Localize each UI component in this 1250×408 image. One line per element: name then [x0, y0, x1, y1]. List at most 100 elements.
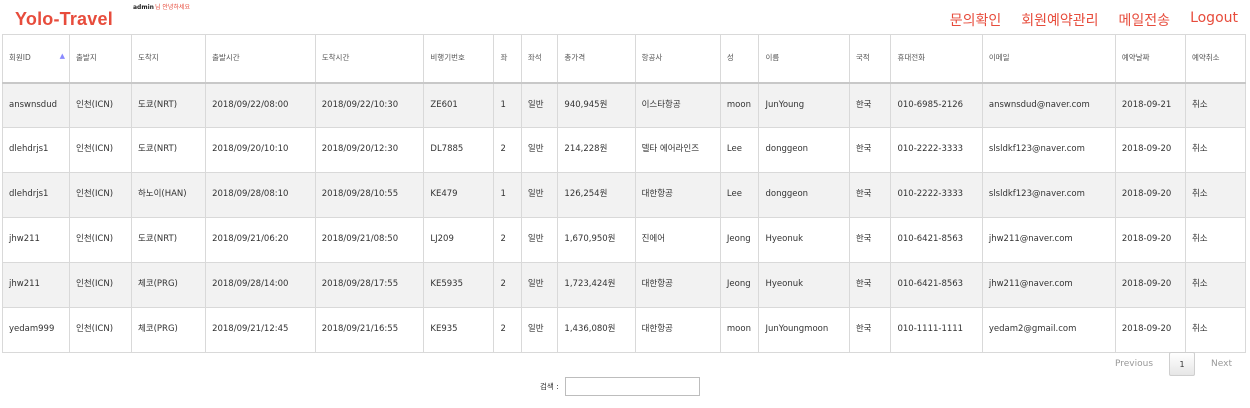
cell-first-name: JunYoungmoon — [758, 307, 850, 353]
cell-last-name: moon — [719, 307, 760, 353]
nav-send-mail[interactable]: 메일전송 — [1118, 13, 1171, 29]
col-header-total-price[interactable]: 총가격 — [557, 34, 636, 84]
col-header-cancel[interactable]: 예약취소 — [1184, 34, 1247, 84]
cell-airline: 이스타항공 — [634, 82, 721, 128]
cell-reserve-date: 2018-09-20 — [1114, 127, 1186, 173]
cell-email: jhw211@naver.com — [981, 217, 1116, 263]
cell-total-price: 1,670,950원 — [557, 217, 636, 263]
cell-member-id: answnsdud — [1, 82, 71, 128]
cell-mobile: 010-1111-1111 — [890, 307, 983, 353]
col-header-mobile[interactable]: 휴대전화 — [890, 34, 983, 84]
greeting: admin님 안녕하세요 — [133, 2, 190, 11]
cell-member-id: dlehdrjs1 — [1, 127, 71, 173]
table-row[interactable]: dlehdrjs1 인천(ICN) 도쿄(NRT) 2018/09/20/10:10 2… — [1, 127, 1247, 173]
nav-inquiry[interactable]: 문의확인 — [949, 13, 1002, 29]
pagination-next[interactable]: Next — [1211, 359, 1232, 369]
cell-departure: 인천(ICN) — [69, 217, 132, 263]
cell-last-name: Jeong — [719, 217, 760, 263]
col-header-label: 성 — [726, 53, 734, 63]
nav-logout[interactable]: Logout — [1190, 10, 1238, 26]
search-input[interactable] — [564, 377, 700, 396]
cell-seat-count: 1 — [493, 82, 522, 128]
cell-depart-time: 2018/09/28/14:00 — [205, 262, 316, 308]
cell-reserve-date: 2018-09-20 — [1114, 217, 1186, 263]
col-header-nationality[interactable]: 국적 — [848, 34, 892, 84]
cell-reserve-date: 2018-09-20 — [1114, 262, 1186, 308]
table-header-row: 회원ID ▲ 출발지 도착지 출발시간 도착시간 비행기번호 좌 좌석 총가격 항공사 성 이름 국적 휴대… — [1, 34, 1247, 84]
cell-seat-class: 일반 — [520, 82, 559, 128]
cell-cancel[interactable]: 취소 — [1184, 82, 1247, 128]
cell-email: slsldkf123@naver.com — [981, 172, 1116, 218]
cell-flight-no: KE935 — [423, 307, 495, 353]
cell-nationality: 한국 — [848, 172, 892, 218]
col-header-airline[interactable]: 항공사 — [634, 34, 721, 84]
brand-logo[interactable]: Yolo-Travel — [15, 9, 113, 29]
cell-departure: 인천(ICN) — [69, 307, 132, 353]
cell-member-id: jhw211 — [1, 262, 71, 308]
col-header-seat-class[interactable]: 좌석 — [520, 34, 559, 84]
cell-seat-count: 1 — [493, 172, 522, 218]
col-header-label: 도착시간 — [321, 53, 350, 63]
pagination-page-1[interactable]: 1 — [1169, 352, 1196, 376]
cell-cancel[interactable]: 취소 — [1184, 172, 1247, 218]
col-header-label: 회원ID — [9, 53, 31, 63]
cell-depart-time: 2018/09/28/08:10 — [205, 172, 316, 218]
cell-first-name: donggeon — [758, 127, 850, 173]
col-header-seat-count[interactable]: 좌 — [493, 34, 522, 84]
col-header-arrival[interactable]: 도착지 — [130, 34, 207, 84]
cell-cancel[interactable]: 취소 — [1184, 127, 1247, 173]
cell-cancel[interactable]: 취소 — [1184, 262, 1247, 308]
cell-mobile: 010-6985-2126 — [890, 82, 983, 128]
cell-nationality: 한국 — [848, 127, 892, 173]
cell-email: answnsdud@naver.com — [981, 82, 1116, 128]
col-header-label: 국적 — [855, 53, 870, 63]
cell-arrive-time: 2018/09/28/10:55 — [314, 172, 425, 218]
cell-arrival: 도쿄(NRT) — [130, 217, 207, 263]
pagination-previous[interactable]: Previous — [1114, 359, 1154, 369]
pagination: Previous 1 Next — [1105, 352, 1242, 376]
col-header-flight-no[interactable]: 비행기번호 — [423, 34, 495, 84]
cell-depart-time: 2018/09/21/12:45 — [205, 307, 316, 353]
cell-airline: 대한항공 — [634, 307, 721, 353]
col-header-label: 도착지 — [137, 53, 159, 63]
table-row[interactable]: dlehdrjs1 인천(ICN) 하노이(HAN) 2018/09/28/08:10… — [1, 172, 1247, 218]
col-header-label: 좌석 — [527, 53, 542, 63]
cell-seat-count: 2 — [493, 127, 522, 173]
cell-total-price: 1,723,424원 — [557, 262, 636, 308]
cell-seat-count: 2 — [493, 307, 522, 353]
col-header-last-name[interactable]: 성 — [719, 34, 760, 84]
nav-member-reservations[interactable]: 회원예약관리 — [1021, 13, 1099, 29]
cell-depart-time: 2018/09/21/06:20 — [205, 217, 316, 263]
cell-arrival: 도쿄(NRT) — [130, 82, 207, 128]
cell-nationality: 한국 — [848, 217, 892, 263]
cell-departure: 인천(ICN) — [69, 127, 132, 173]
col-header-member-id[interactable]: 회원ID ▲ — [1, 34, 71, 84]
cell-arrival: 도쿄(NRT) — [130, 127, 207, 173]
col-header-departure[interactable]: 출발지 — [69, 34, 132, 84]
col-header-label: 출발시간 — [212, 53, 240, 63]
top-nav: 문의확인 회원예약관리 메일전송 Logout — [930, 10, 1238, 30]
cell-airline: 진에어 — [634, 217, 721, 263]
cell-cancel[interactable]: 취소 — [1184, 307, 1247, 353]
cell-airline: 대한항공 — [634, 262, 721, 308]
cell-total-price: 1,436,080원 — [557, 307, 636, 353]
cell-seat-class: 일반 — [520, 217, 559, 263]
col-header-first-name[interactable]: 이름 — [758, 34, 850, 84]
cell-departure: 인천(ICN) — [69, 82, 132, 128]
cell-seat-class: 일반 — [520, 307, 559, 353]
table-row[interactable]: jhw211 인천(ICN) 도쿄(NRT) 2018/09/21/06:20 2018… — [1, 217, 1247, 263]
table-row[interactable]: jhw211 인천(ICN) 체코(PRG) 2018/09/28/14:00 2018… — [1, 262, 1247, 308]
cell-nationality: 한국 — [848, 307, 892, 353]
table-row[interactable]: yedam999 인천(ICN) 체코(PRG) 2018/09/21/12:45 20… — [1, 307, 1247, 353]
table-row[interactable]: answnsdud 인천(ICN) 도쿄(NRT) 2018/09/22/08:00 2… — [1, 82, 1247, 128]
cell-reserve-date: 2018-09-21 — [1114, 82, 1186, 128]
cell-cancel[interactable]: 취소 — [1184, 217, 1247, 263]
col-header-depart-time[interactable]: 출발시간 — [205, 34, 316, 84]
cell-last-name: moon — [719, 82, 760, 128]
col-header-label: 총가격 — [564, 53, 586, 63]
cell-mobile: 010-6421-8563 — [890, 262, 983, 308]
col-header-reserve-date[interactable]: 예약날짜 — [1114, 34, 1186, 84]
col-header-email[interactable]: 이메일 — [981, 34, 1116, 84]
col-header-arrive-time[interactable]: 도착시간 — [314, 34, 425, 84]
